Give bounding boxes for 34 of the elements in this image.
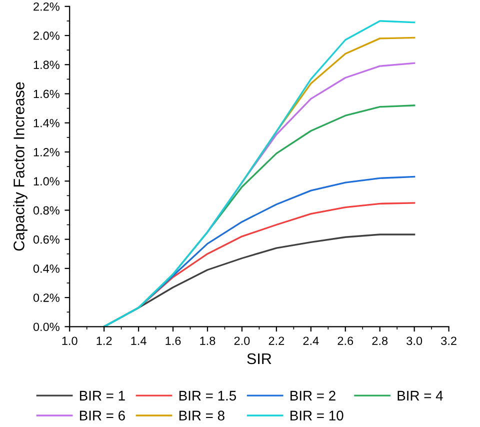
legend-label: BIR = 4	[398, 390, 443, 400]
y-tick-label: 1.0%	[34, 177, 60, 186]
y-tick-label: 0.8%	[33, 206, 60, 215]
y-tick-label: 0.6%	[33, 235, 60, 244]
x-tick-label: 3.2	[441, 336, 456, 346]
x-tick-label: 2.6	[338, 336, 354, 346]
x-tick-label: 1.6	[166, 336, 181, 346]
y-tick-label: 0.0%	[33, 322, 60, 332]
legend-label: BIR = 6	[80, 410, 125, 420]
y-tick-label: 0.2%	[33, 294, 60, 302]
x-tick-label: 2.0	[234, 336, 250, 346]
legend-label: BIR = 10	[290, 410, 344, 420]
x-tick-label: 2.8	[372, 336, 388, 346]
y-tick-label: 2.0%	[34, 32, 60, 40]
x-tick-label: 1.8	[200, 336, 216, 346]
x-tick-label: 1.4	[131, 336, 146, 345]
y-tick-label: 1.4%	[34, 118, 60, 128]
x-axis-title: SIR	[247, 353, 272, 364]
y-tick-label: 1.2%	[34, 148, 60, 156]
y-tick-label: 1.6%	[34, 90, 60, 98]
x-tick-label: 3.0	[406, 336, 422, 346]
y-tick-label: 2.2%	[34, 2, 60, 11]
y-axis-title: Capacity Factor Increase	[13, 82, 28, 251]
y-tick-label: 1.8%	[34, 60, 60, 70]
x-tick-label: 2.2	[268, 336, 284, 345]
line-series	[103, 20, 416, 327]
legend-label: BIR = 1.5	[179, 390, 236, 401]
legend-label: BIR = 2	[290, 390, 336, 400]
x-tick-label: 1.0	[62, 336, 78, 346]
x-tick-label: 1.2	[96, 336, 112, 345]
y-tick-label: 0.4%	[33, 264, 60, 273]
x-tick-label: 2.4	[303, 336, 319, 345]
legend-label: BIR = 1	[80, 390, 125, 400]
legend-label: BIR = 8	[179, 410, 224, 420]
